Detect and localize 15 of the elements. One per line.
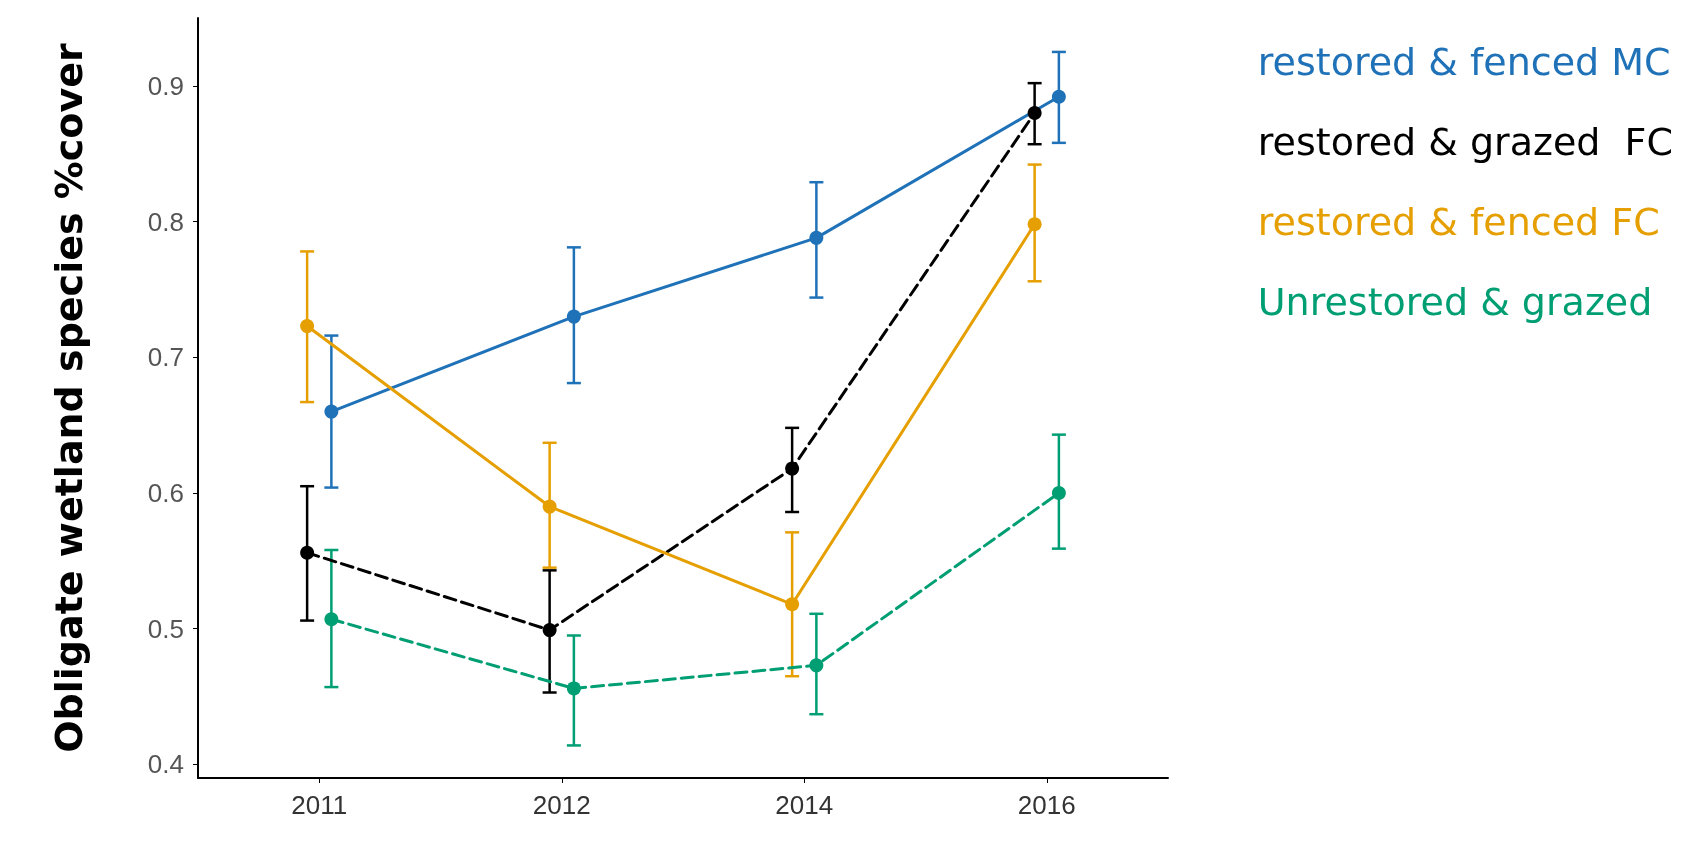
x-tick-label: 2012 [532,790,591,820]
text: restored & fenced FC [1257,200,1660,244]
x-tick-label: 2014 [775,790,834,820]
y-tick-label: 0.8 [147,206,184,237]
y-tick-label: 0.6 [147,478,184,508]
y-tick-label: 0.9 [147,70,184,101]
x-tick-label: 2016 [1017,790,1076,820]
y-tick-label: 0.5 [147,613,184,644]
text: restored & fenced MC [1257,40,1671,84]
text: restored & grazed FC [1257,120,1673,164]
y-tick-label: 0.4 [147,749,184,780]
y-tick-label: 0.7 [147,342,184,373]
text: Unrestored & grazed [1257,280,1653,324]
y-axis-title: Obligate wetland species %cover [47,42,91,753]
x-tick-label: 2011 [291,790,348,820]
